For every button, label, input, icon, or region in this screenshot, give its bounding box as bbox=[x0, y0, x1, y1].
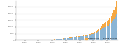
Bar bbox=[79, 36, 80, 37]
Bar bbox=[108, 20, 109, 26]
Bar bbox=[61, 39, 62, 40]
Bar bbox=[67, 38, 68, 40]
Bar bbox=[90, 34, 91, 35]
Bar bbox=[108, 26, 109, 40]
Bar bbox=[75, 37, 76, 40]
Bar bbox=[56, 39, 57, 40]
Bar bbox=[83, 35, 84, 36]
Bar bbox=[91, 34, 93, 40]
Bar bbox=[57, 39, 58, 40]
Bar bbox=[85, 35, 86, 36]
Bar bbox=[83, 36, 84, 40]
Bar bbox=[87, 35, 88, 40]
Bar bbox=[105, 27, 106, 40]
Bar bbox=[113, 10, 115, 19]
Bar bbox=[90, 35, 91, 40]
Bar bbox=[101, 29, 102, 40]
Bar bbox=[109, 24, 111, 40]
Legend: Expansions, Board games: Expansions, Board games bbox=[85, 38, 117, 39]
Bar bbox=[76, 36, 78, 37]
Bar bbox=[97, 32, 98, 40]
Bar bbox=[80, 36, 82, 40]
Bar bbox=[72, 37, 73, 40]
Bar bbox=[102, 28, 104, 40]
Bar bbox=[100, 30, 101, 40]
Bar bbox=[58, 39, 60, 40]
Bar bbox=[109, 18, 111, 24]
Bar bbox=[60, 39, 61, 40]
Bar bbox=[100, 28, 101, 30]
Bar bbox=[104, 23, 105, 27]
Bar bbox=[93, 34, 94, 40]
Bar bbox=[74, 37, 75, 40]
Bar bbox=[97, 30, 98, 32]
Bar bbox=[105, 22, 106, 27]
Bar bbox=[85, 36, 86, 40]
Bar bbox=[91, 33, 93, 34]
Bar bbox=[113, 19, 115, 40]
Bar bbox=[79, 37, 80, 40]
Bar bbox=[86, 35, 87, 36]
Bar bbox=[76, 37, 78, 40]
Bar bbox=[93, 33, 94, 34]
Bar bbox=[65, 38, 66, 40]
Bar bbox=[86, 36, 87, 40]
Bar bbox=[89, 35, 90, 40]
Bar bbox=[63, 38, 64, 39]
Bar bbox=[115, 17, 116, 40]
Bar bbox=[94, 32, 95, 33]
Bar bbox=[64, 38, 65, 40]
Bar bbox=[82, 36, 83, 40]
Bar bbox=[112, 21, 113, 40]
Bar bbox=[68, 38, 69, 40]
Bar bbox=[69, 38, 71, 40]
Bar bbox=[107, 26, 108, 40]
Bar bbox=[107, 21, 108, 26]
Bar bbox=[102, 24, 104, 28]
Bar bbox=[101, 26, 102, 29]
Bar bbox=[98, 29, 99, 31]
Bar bbox=[71, 38, 72, 40]
Bar bbox=[104, 27, 105, 40]
Bar bbox=[112, 13, 113, 21]
Bar bbox=[78, 37, 79, 40]
Bar bbox=[63, 39, 64, 40]
Bar bbox=[96, 33, 97, 40]
Bar bbox=[111, 23, 112, 40]
Bar bbox=[98, 31, 99, 40]
Bar bbox=[89, 34, 90, 35]
Bar bbox=[96, 31, 97, 33]
Bar bbox=[71, 37, 72, 38]
Bar bbox=[115, 7, 116, 17]
Bar bbox=[69, 37, 71, 38]
Bar bbox=[111, 16, 112, 23]
Bar bbox=[54, 39, 55, 40]
Bar bbox=[78, 36, 79, 37]
Bar bbox=[116, 14, 117, 40]
Bar bbox=[94, 33, 95, 40]
Bar bbox=[116, 1, 117, 14]
